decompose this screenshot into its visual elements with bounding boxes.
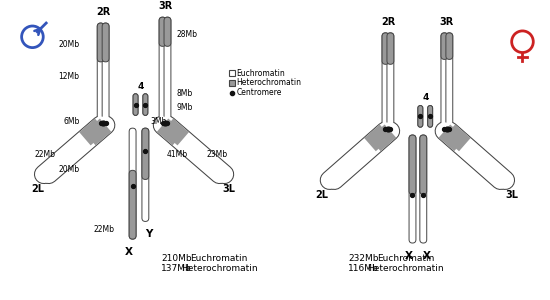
- FancyBboxPatch shape: [133, 94, 138, 116]
- Text: Heterochromatin: Heterochromatin: [181, 264, 257, 273]
- FancyBboxPatch shape: [129, 170, 136, 239]
- Text: X: X: [405, 251, 412, 261]
- Text: 2R: 2R: [96, 7, 110, 17]
- Text: 22Mb: 22Mb: [35, 150, 56, 159]
- Text: 3R: 3R: [440, 17, 454, 27]
- Text: Euchromatin: Euchromatin: [236, 69, 285, 78]
- FancyBboxPatch shape: [446, 33, 453, 59]
- FancyBboxPatch shape: [418, 106, 423, 127]
- FancyBboxPatch shape: [387, 33, 394, 64]
- Text: X: X: [423, 251, 431, 261]
- Text: 20Mb: 20Mb: [58, 40, 80, 49]
- FancyBboxPatch shape: [420, 135, 427, 243]
- FancyBboxPatch shape: [229, 70, 235, 76]
- FancyBboxPatch shape: [409, 135, 416, 194]
- FancyBboxPatch shape: [159, 17, 166, 46]
- FancyBboxPatch shape: [428, 106, 433, 127]
- Text: 23Mb: 23Mb: [206, 150, 227, 159]
- FancyBboxPatch shape: [142, 128, 149, 221]
- Text: 2L: 2L: [31, 184, 44, 194]
- FancyBboxPatch shape: [387, 33, 394, 131]
- Text: 3L: 3L: [505, 190, 518, 200]
- FancyBboxPatch shape: [420, 135, 427, 194]
- Text: Euchromatin: Euchromatin: [190, 254, 248, 263]
- Text: 22Mb: 22Mb: [94, 225, 115, 234]
- FancyBboxPatch shape: [229, 80, 235, 86]
- FancyBboxPatch shape: [446, 33, 453, 131]
- Text: 2R: 2R: [381, 17, 395, 27]
- FancyBboxPatch shape: [382, 33, 389, 131]
- Text: Centromere: Centromere: [236, 88, 282, 97]
- Text: 28Mb: 28Mb: [177, 30, 198, 39]
- Text: 116Mb: 116Mb: [348, 264, 379, 273]
- FancyBboxPatch shape: [102, 23, 109, 125]
- FancyBboxPatch shape: [97, 23, 104, 125]
- Text: Heterochromatin: Heterochromatin: [367, 264, 444, 273]
- Text: 41Mb: 41Mb: [167, 150, 188, 159]
- FancyBboxPatch shape: [409, 135, 416, 243]
- FancyBboxPatch shape: [142, 128, 149, 179]
- Text: Heterochromatin: Heterochromatin: [236, 79, 302, 88]
- FancyBboxPatch shape: [129, 128, 136, 239]
- Text: 9Mb: 9Mb: [177, 103, 193, 112]
- FancyBboxPatch shape: [428, 106, 433, 127]
- Text: Euchromatin: Euchromatin: [377, 254, 435, 263]
- FancyBboxPatch shape: [441, 33, 448, 131]
- FancyBboxPatch shape: [143, 94, 148, 116]
- Text: 3L: 3L: [222, 184, 235, 194]
- Text: 4: 4: [138, 82, 144, 91]
- Text: 20Mb: 20Mb: [58, 165, 80, 174]
- FancyBboxPatch shape: [441, 33, 448, 59]
- Text: 232Mb: 232Mb: [348, 254, 378, 263]
- Text: Y: Y: [146, 229, 153, 239]
- Text: 2L: 2L: [316, 190, 329, 200]
- Text: 4: 4: [422, 93, 428, 102]
- FancyBboxPatch shape: [164, 17, 171, 46]
- FancyBboxPatch shape: [159, 17, 166, 125]
- FancyBboxPatch shape: [143, 94, 148, 116]
- Text: 6Mb: 6Mb: [63, 117, 80, 126]
- FancyBboxPatch shape: [102, 23, 109, 62]
- Text: 137Mb: 137Mb: [161, 264, 192, 273]
- Text: 210Mb: 210Mb: [162, 254, 192, 263]
- FancyBboxPatch shape: [133, 94, 138, 116]
- FancyBboxPatch shape: [164, 17, 171, 125]
- Text: X: X: [125, 247, 133, 257]
- Text: 12Mb: 12Mb: [58, 72, 80, 81]
- Text: 3Mb: 3Mb: [150, 117, 167, 126]
- FancyBboxPatch shape: [382, 33, 389, 64]
- Text: 8Mb: 8Mb: [177, 89, 193, 98]
- FancyBboxPatch shape: [418, 106, 423, 127]
- Text: 3R: 3R: [158, 1, 172, 11]
- FancyBboxPatch shape: [97, 23, 104, 62]
